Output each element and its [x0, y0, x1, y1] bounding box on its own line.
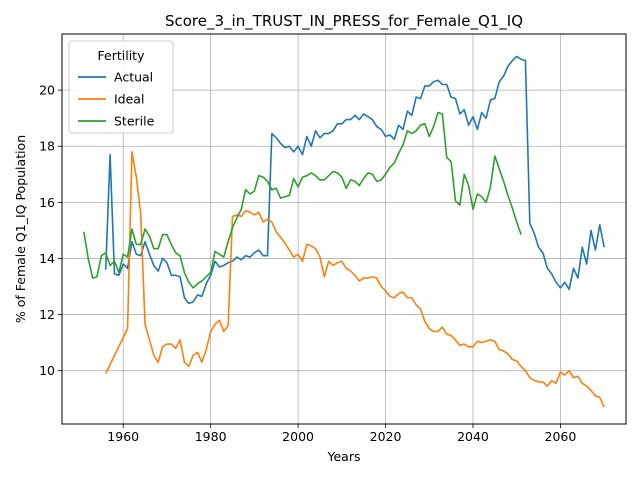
- y-tick-label: 14: [39, 251, 55, 266]
- legend-label-actual: Actual: [114, 70, 153, 85]
- x-tick-label: 2000: [282, 429, 314, 444]
- x-tick-label: 1980: [195, 429, 227, 444]
- y-tick-label: 16: [39, 195, 55, 210]
- chart-title: Score_3_in_TRUST_IN_PRESS_for_Female_Q1_…: [165, 12, 523, 31]
- legend-label-ideal: Ideal: [114, 92, 144, 107]
- y-tick-label: 20: [39, 83, 55, 98]
- y-tick-label: 10: [39, 363, 55, 378]
- y-tick-label: 18: [39, 139, 55, 154]
- x-tick-label: 1960: [107, 429, 139, 444]
- legend: Fertility Actual Ideal Sterile: [69, 41, 173, 133]
- y-tick-label: 12: [39, 307, 55, 322]
- legend-label-sterile: Sterile: [114, 114, 155, 129]
- x-axis-label: Years: [327, 449, 361, 464]
- legend-title: Fertility: [98, 48, 146, 63]
- x-tick-label: 2020: [370, 429, 402, 444]
- x-tick-label: 2040: [457, 429, 489, 444]
- x-tick-label: 2060: [545, 429, 577, 444]
- y-axis-label: % of Female Q1_IQ Population: [13, 135, 28, 323]
